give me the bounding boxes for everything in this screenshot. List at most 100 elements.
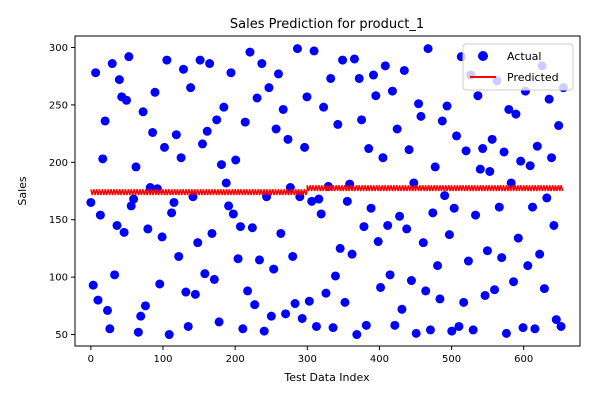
actual-point [482,246,492,256]
actual-point [221,178,231,188]
actual-point [171,130,181,140]
actual-point [124,52,134,62]
actual-point [174,251,184,261]
actual-point [292,44,302,54]
actual-point [542,193,552,203]
actual-point [433,261,443,271]
actual-point [219,102,229,112]
actual-point [352,330,362,340]
actual-point [473,91,483,101]
actual-point [240,117,250,127]
actual-point [357,115,367,125]
predicted-line [90,185,564,196]
y-tick-label: 250 [49,100,68,111]
actual-point [463,256,473,266]
actual-point [547,153,557,163]
actual-point [254,255,264,265]
actual-point [314,194,324,204]
actual-point [252,93,262,103]
actual-point [528,202,538,212]
actual-point [257,59,267,69]
actual-point [430,162,440,172]
actual-point [167,208,177,218]
actual-point [300,142,310,152]
actual-point [399,65,409,75]
actual-point [235,222,245,232]
actual-point [475,164,485,174]
actual-point [91,68,101,78]
actual-point [364,144,374,154]
actual-point [480,290,490,300]
actual-point [112,220,122,230]
actual-point [269,264,279,274]
x-tick-label: 200 [226,354,245,365]
actual-point [288,251,298,261]
actual-point [88,280,98,290]
actual-point [276,228,286,238]
actual-point [250,300,260,310]
y-tick-label: 150 [49,215,68,226]
actual-point [402,224,412,234]
legend-actual-label: Actual [507,50,541,63]
actual-point [452,131,462,141]
legend-box [462,43,574,91]
actual-point [136,311,146,321]
actual-point [428,208,438,218]
actual-point [233,254,243,264]
actual-point [100,116,110,126]
actual-point [105,324,115,334]
actual-point [556,321,566,331]
actual-point [373,237,383,247]
actual-point [133,327,143,337]
actual-point [212,115,222,125]
actual-point [497,253,507,263]
actual-point [447,326,457,336]
actual-point [98,154,108,164]
actual-point [511,109,521,119]
actual-point [554,121,564,131]
actual-point [238,324,248,334]
actual-point [416,111,426,121]
actual-point [330,271,340,281]
actual-point [195,55,205,65]
actual-point [468,325,478,335]
actual-point [311,321,321,331]
actual-point [509,277,519,287]
actual-point [338,55,348,65]
actual-point [126,201,136,211]
actual-point [200,269,210,279]
actual-point [186,83,196,93]
actual-point [181,287,191,297]
actual-point [449,203,459,213]
actual-point [157,232,167,242]
chart-title: Sales Prediction for product_1 [230,17,424,32]
actual-point [150,87,160,97]
actual-point [129,194,139,204]
actual-point [406,276,416,286]
legend-predicted-label: Predicted [507,71,559,84]
actual-point [359,222,369,232]
actual-point [209,274,219,284]
actual-point [159,142,169,152]
actual-point [197,139,207,149]
actual-point [319,102,329,112]
actual-point [231,155,241,165]
actual-point [224,201,234,211]
actual-point [471,210,481,220]
actual-point [193,238,203,248]
actual-point [205,59,215,69]
actual-point [414,99,424,109]
actual-point [347,249,357,259]
actual-point [264,83,274,93]
actual-point [326,73,336,83]
actual-point [530,324,540,334]
actual-point [119,227,129,237]
actual-point [490,285,500,295]
actual-point [494,202,504,212]
actual-point [380,61,390,71]
actual-point [425,325,435,335]
actual-point [86,197,96,207]
actual-point [487,134,497,144]
actual-point [390,320,400,330]
actual-point [385,270,395,280]
